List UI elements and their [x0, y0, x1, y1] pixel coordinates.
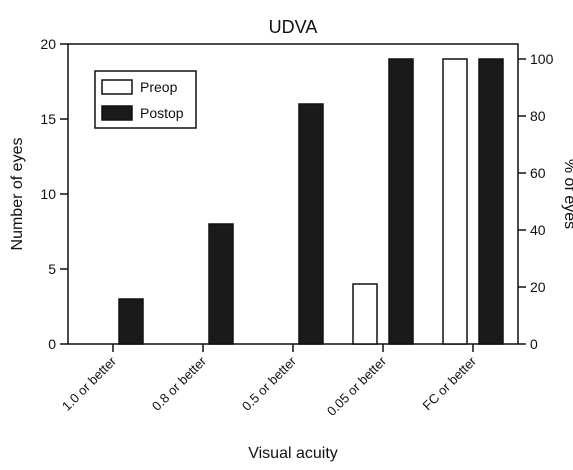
bar-postop-4 — [388, 58, 414, 345]
right-y-axis: 0 20 40 60 80 100 — [518, 51, 554, 352]
left-y-axis: 0 5 10 15 20 — [40, 36, 68, 352]
x-tick-label: 1.0 or better — [59, 353, 120, 414]
chart-title: UDVA — [269, 17, 318, 37]
bar-postop-1 — [118, 298, 144, 345]
legend-swatch-postop — [101, 105, 133, 121]
y-tick-label: 0 — [48, 336, 56, 352]
y2-tick-label: 100 — [530, 51, 554, 67]
legend: Preop Postop — [94, 70, 197, 129]
bar-postop-3 — [298, 103, 324, 345]
legend-label-preop: Preop — [140, 79, 178, 95]
legend-swatch-preop — [101, 79, 133, 95]
bars-layer — [118, 58, 504, 345]
y-axis-title: Number of eyes — [9, 138, 26, 251]
y2-tick-label: 80 — [530, 108, 546, 124]
x-tick-label: FC or better — [419, 353, 479, 413]
bar-postop-2 — [208, 223, 234, 345]
y2-tick-label: 60 — [530, 165, 546, 181]
y-tick-label: 20 — [40, 36, 56, 52]
x-tick-label: 0.8 or better — [149, 353, 210, 414]
y2-tick-label: 0 — [530, 336, 538, 352]
x-axis: 1.0 or better 0.8 or better 0.5 or better 0… — [59, 344, 480, 419]
bar-preop-4 — [352, 283, 378, 345]
y2-tick-label: 40 — [530, 222, 546, 238]
legend-label-postop: Postop — [140, 105, 184, 121]
bar-preop-5 — [442, 58, 468, 345]
y2-tick-label: 20 — [530, 279, 546, 295]
x-axis-title: Visual acuity — [248, 445, 338, 462]
x-tick-label: 0.5 or better — [239, 353, 300, 414]
y-tick-label: 5 — [48, 261, 56, 277]
y-tick-label: 15 — [40, 111, 56, 127]
bar-postop-5 — [478, 58, 504, 345]
x-tick-label: 0.05 or better — [324, 353, 390, 419]
y2-axis-title: % of eyes — [561, 159, 573, 229]
y-tick-label: 10 — [40, 186, 56, 202]
